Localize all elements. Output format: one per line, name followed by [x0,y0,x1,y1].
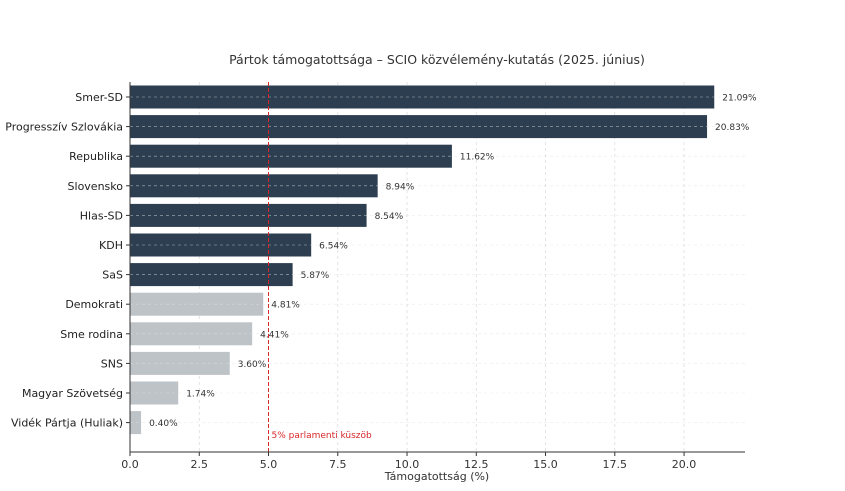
data-label: 8.54% [375,212,404,222]
y-tick-label: SNS [101,357,123,370]
y-tick-label: Sme rodina [60,328,123,341]
data-label: 8.94% [386,182,415,192]
y-tick-label: Progresszív Szlovákia [5,121,123,134]
data-label: 6.54% [319,242,348,252]
data-label: 4.81% [271,301,300,311]
threshold-label: 5% parlamenti küszöb [272,431,373,441]
x-axis-label: Támogatottság (%) [384,470,489,483]
x-tick-label: 7.5 [329,458,347,471]
y-tick-label: SaS [102,269,123,282]
y-tick-label: Smer-SD [75,91,123,104]
chart-title: Pártok támogatottsága – SCIO közvélemény… [229,52,645,67]
y-tick-label: Magyar Szövetség [22,387,123,400]
data-label: 3.60% [238,360,267,370]
x-tick-label: 0.0 [121,458,139,471]
data-label: 20.83% [715,123,750,133]
x-tick-label: 20.0 [672,458,697,471]
data-label: 0.40% [149,419,178,429]
bar [130,411,142,435]
x-tick-label: 5.0 [260,458,278,471]
bar [130,85,715,109]
bar [130,203,367,227]
x-tick-label: 2.5 [191,458,209,471]
x-tick-label: 10.0 [395,458,420,471]
bar [130,144,452,168]
y-tick-label: Republika [69,150,123,163]
y-tick-label: Hlas-SD [80,209,123,222]
x-tick-label: 15.0 [533,458,558,471]
y-tick-label: Slovensko [68,180,124,193]
y-tick-label: Demokrati [65,298,123,311]
y-tick-label: KDH [99,239,123,252]
data-label: 1.74% [186,390,215,400]
data-label: 4.41% [260,330,289,340]
x-tick-label: 17.5 [603,458,628,471]
data-label: 21.09% [722,94,757,104]
y-tick-label: Vidék Pártja (Huliak) [11,417,123,430]
bar [130,263,293,287]
data-label: 5.87% [301,271,330,281]
bar [130,174,378,198]
data-label: 11.62% [460,153,495,163]
x-tick-label: 12.5 [464,458,489,471]
